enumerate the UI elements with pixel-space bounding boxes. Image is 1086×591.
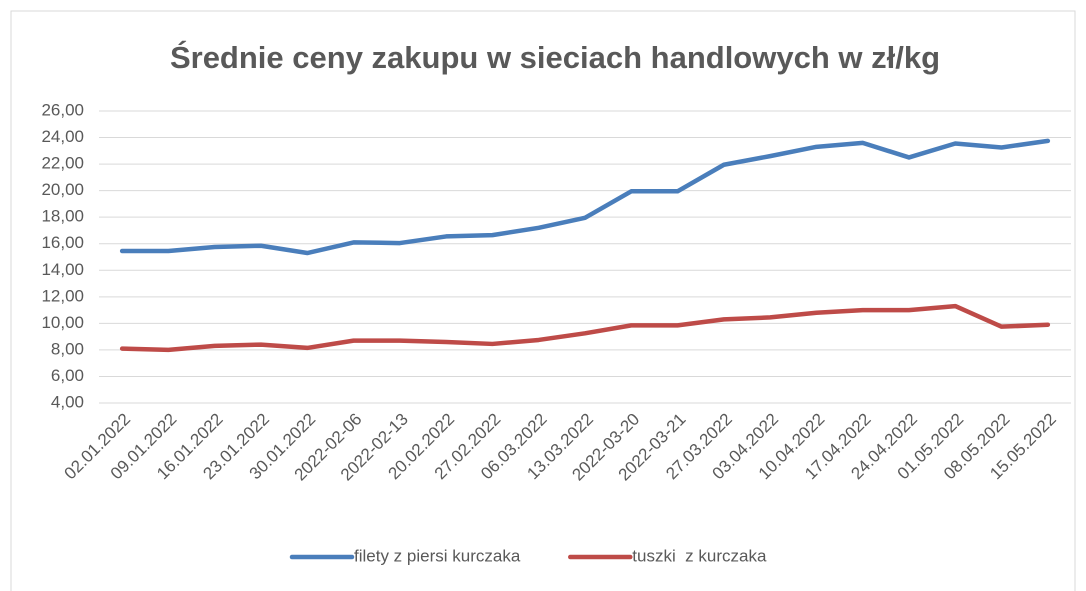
y-tick-label: 18,00 [41, 207, 84, 226]
y-tick-label: 14,00 [41, 260, 84, 279]
y-tick-label: 16,00 [41, 233, 84, 252]
y-tick-label: 4,00 [51, 392, 84, 411]
y-tick-label: 12,00 [41, 286, 84, 305]
chart-title: Średnie ceny zakupu w sieciach handlowyc… [170, 39, 940, 75]
y-tick-label: 22,00 [41, 154, 84, 173]
line-series [119, 303, 1051, 353]
legend-label: filety z piersi kurczaka [354, 546, 521, 565]
line-series [119, 138, 1051, 256]
chart-border [10, 10, 1076, 591]
y-tick-label: 20,00 [41, 180, 84, 199]
y-tick-label: 24,00 [41, 127, 84, 146]
y-tick-label: 6,00 [51, 366, 84, 385]
y-tick-label: 8,00 [51, 339, 84, 358]
y-tick-label: 26,00 [41, 100, 84, 119]
y-tick-label: 10,00 [41, 313, 84, 332]
legend-label: tuszki z kurczaka [632, 546, 767, 565]
